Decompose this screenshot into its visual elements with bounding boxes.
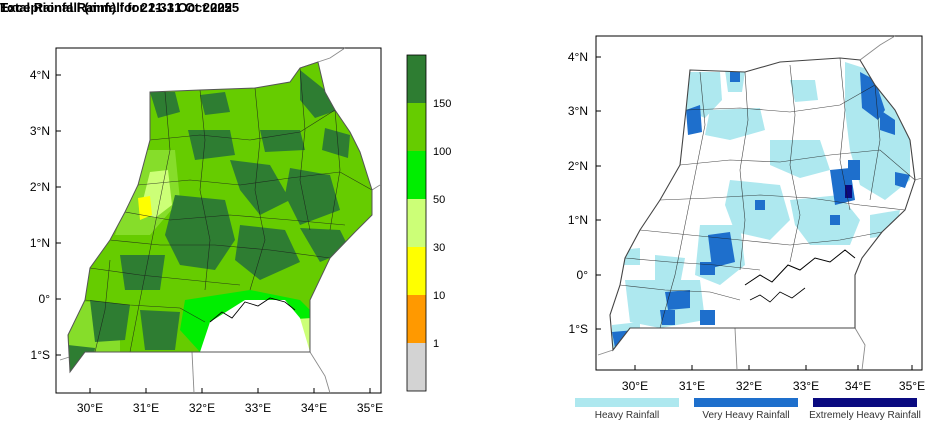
right-x-axis: 30°E 31°E 32°E 33°E 34°E 35°E bbox=[622, 379, 925, 393]
right-y-tick: 4°N bbox=[568, 50, 588, 64]
legend-swatch-extremely-heavy bbox=[813, 398, 917, 407]
colorbar-label: 150 bbox=[433, 98, 451, 110]
left-lake-shore bbox=[209, 297, 296, 323]
legend-swatch-very-heavy bbox=[694, 398, 798, 407]
legend-label-very-heavy: Very Heavy Rainfall bbox=[702, 410, 789, 421]
left-y-tick: 1°N bbox=[30, 236, 50, 250]
left-x-tick: 34°E bbox=[301, 401, 327, 415]
left-country-outline bbox=[67, 61, 373, 374]
left-y-tick: 4°N bbox=[30, 68, 50, 82]
left-x-tick: 33°E bbox=[245, 401, 271, 415]
colorbar-swatch bbox=[407, 103, 426, 151]
exceptional-rainfall-legend: Heavy Rainfall Very Heavy Rainfall Extre… bbox=[575, 398, 921, 421]
right-map: 30°E 31°E 32°E 33°E 34°E 35°E 4°N 3°N 2°… bbox=[568, 35, 925, 393]
right-neighbour-borders bbox=[597, 35, 923, 371]
left-map-title: Total Rainfall (mm) for 21-31 Oct 2025 bbox=[0, 0, 232, 15]
right-x-tick: 35°E bbox=[899, 379, 925, 393]
colorbar-label: 50 bbox=[433, 194, 445, 206]
left-y-tick: 1°S bbox=[31, 348, 50, 362]
left-y-tick: 2°N bbox=[30, 180, 50, 194]
right-x-tick: 30°E bbox=[622, 379, 648, 393]
colorbar-swatch bbox=[407, 295, 426, 343]
right-country-outline bbox=[609, 57, 916, 352]
right-district-boundaries bbox=[619, 57, 916, 329]
left-x-tick: 32°E bbox=[189, 401, 215, 415]
colorbar-swatch bbox=[407, 55, 426, 103]
left-map: 30°E 31°E 32°E 33°E 34°E 35°E 4°N 3°N 2°… bbox=[30, 47, 383, 415]
right-y-tick: 2°N bbox=[568, 159, 588, 173]
right-lake-shore bbox=[744, 249, 856, 286]
left-x-axis: 30°E 31°E 32°E 33°E 34°E 35°E bbox=[77, 401, 383, 415]
left-y-axis: 4°N 3°N 2°N 1°N 0° 1°S bbox=[30, 68, 50, 362]
colorbar-swatch bbox=[407, 247, 426, 295]
colorbar-label: 1 bbox=[433, 338, 439, 350]
legend-label-heavy: Heavy Rainfall bbox=[595, 410, 659, 421]
left-x-tick: 30°E bbox=[77, 401, 103, 415]
colorbar-label: 30 bbox=[433, 242, 445, 254]
legend-label-extremely-heavy: Extremely Heavy Rainfall bbox=[809, 410, 921, 421]
colorbar-swatch bbox=[407, 343, 426, 391]
right-y-tick: 1°N bbox=[568, 213, 588, 227]
right-y-tick: 0° bbox=[577, 268, 589, 282]
left-x-tick: 35°E bbox=[357, 401, 383, 415]
left-y-tick: 0° bbox=[39, 292, 51, 306]
right-x-tick: 34°E bbox=[845, 379, 871, 393]
left-y-tick: 3°N bbox=[30, 124, 50, 138]
right-x-tick: 33°E bbox=[793, 379, 819, 393]
left-x-tick: 31°E bbox=[133, 401, 159, 415]
colorbar-label: 100 bbox=[433, 146, 451, 158]
right-y-tick: 1°S bbox=[569, 322, 588, 336]
legend-swatch-heavy bbox=[575, 398, 679, 407]
left-axis-ticks bbox=[56, 74, 371, 393]
colorbar-swatch bbox=[407, 151, 426, 199]
colorbar-swatch bbox=[407, 199, 426, 247]
right-map-title: Exceptional Rainfall for 21-31 Oct 2025 bbox=[0, 0, 240, 15]
right-y-axis: 4°N 3°N 2°N 1°N 0° 1°S bbox=[568, 50, 588, 336]
right-y-tick: 3°N bbox=[568, 104, 588, 118]
left-district-boundaries bbox=[84, 67, 373, 353]
right-axis-ticks bbox=[596, 56, 913, 370]
colorbar-label: 10 bbox=[433, 290, 445, 302]
right-x-tick: 31°E bbox=[679, 379, 705, 393]
rainfall-colorbar: 150 100 50 30 10 1 bbox=[406, 54, 451, 392]
right-x-tick: 32°E bbox=[736, 379, 762, 393]
